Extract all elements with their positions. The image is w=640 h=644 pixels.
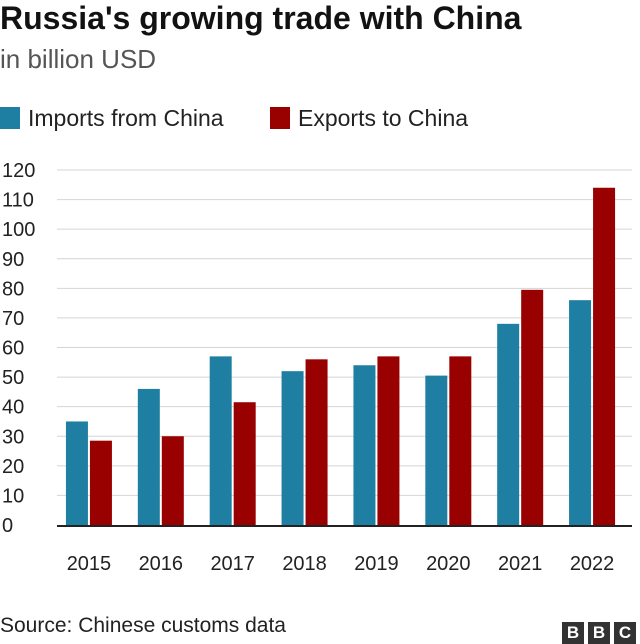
logo-letter-3: C bbox=[614, 622, 636, 644]
y-tick-label: 50 bbox=[2, 367, 24, 389]
bar-exports-2017 bbox=[233, 402, 256, 525]
bbc-logo: B B C bbox=[562, 622, 636, 644]
source-note: Source: Chinese customs data bbox=[0, 614, 286, 637]
bar-exports-2020 bbox=[449, 356, 472, 525]
y-tick-label: 0 bbox=[2, 515, 13, 537]
y-tick-label: 30 bbox=[2, 426, 24, 448]
bar-exports-2019 bbox=[377, 356, 400, 525]
logo-letter-1: B bbox=[562, 622, 584, 644]
bar-imports-2020 bbox=[425, 375, 448, 525]
bar-exports-2015 bbox=[89, 440, 112, 525]
y-tick-label: 60 bbox=[2, 338, 24, 360]
bar-imports-2019 bbox=[353, 365, 376, 525]
x-tick-label: 2022 bbox=[570, 553, 615, 575]
bar-imports-2021 bbox=[497, 323, 520, 525]
y-tick-label: 70 bbox=[2, 308, 24, 330]
y-tick-label: 110 bbox=[2, 190, 34, 212]
y-tick-label: 20 bbox=[2, 456, 24, 478]
x-tick-label: 2021 bbox=[498, 553, 543, 575]
legend-swatch-exports bbox=[270, 107, 290, 129]
y-tick-label: 40 bbox=[2, 397, 24, 419]
x-tick-label: 2019 bbox=[354, 553, 399, 575]
y-tick-label: 90 bbox=[2, 249, 24, 271]
legend-item-imports: Imports from China bbox=[0, 100, 224, 136]
y-tick-label: 80 bbox=[2, 278, 24, 300]
x-tick-label: 2018 bbox=[282, 553, 327, 575]
bar-exports-2018 bbox=[305, 359, 328, 525]
bar-imports-2016 bbox=[137, 388, 160, 525]
x-tick-label: 2015 bbox=[67, 553, 112, 575]
legend-label-imports: Imports from China bbox=[28, 104, 224, 131]
legend-item-exports: Exports to China bbox=[270, 100, 468, 136]
bar-exports-2022 bbox=[593, 187, 616, 525]
x-tick-label: 2016 bbox=[139, 553, 184, 575]
x-tick-label: 2017 bbox=[210, 553, 255, 575]
chart-title: Russia's growing trade with China bbox=[0, 0, 522, 36]
bar-imports-2022 bbox=[569, 300, 592, 525]
bar-imports-2017 bbox=[209, 356, 232, 525]
bar-chart: 0 10 20 30 40 50 60 70 80 90 100 110 120 2015 2016 2017… bbox=[2, 160, 632, 575]
bar-exports-2016 bbox=[161, 436, 184, 525]
bar-exports-2021 bbox=[521, 289, 544, 525]
y-tick-label: 120 bbox=[2, 160, 35, 182]
legend-label-exports: Exports to China bbox=[298, 104, 469, 131]
y-tick-label: 10 bbox=[2, 485, 24, 507]
x-tick-label: 2020 bbox=[426, 553, 471, 575]
logo-letter-2: B bbox=[588, 622, 610, 644]
chart-subtitle: in billion USD bbox=[0, 44, 157, 74]
legend-swatch-imports bbox=[0, 107, 20, 129]
bar-imports-2018 bbox=[281, 371, 304, 525]
y-tick-label: 100 bbox=[2, 219, 35, 241]
bar-imports-2015 bbox=[65, 421, 88, 525]
